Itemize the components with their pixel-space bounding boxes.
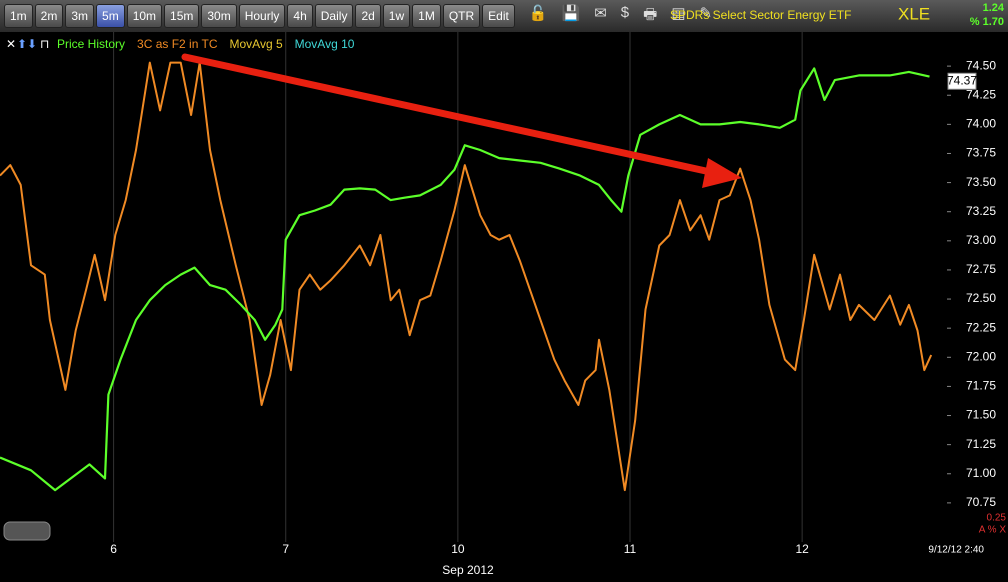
timeframe-button[interactable]: Hourly (238, 4, 286, 28)
timeframe-button[interactable]: 15m (164, 4, 200, 28)
annotation-arrowhead (702, 158, 742, 188)
legend-entry: MovAvg 10 (295, 37, 355, 51)
chart-title: SPDRs Select Sector Energy ETF (670, 8, 851, 22)
legend-icons: ✕ (6, 37, 16, 51)
legend-entry: 3C as F2 in TC (137, 37, 218, 51)
timestamp: 9/12/12 2:40 (928, 545, 984, 556)
y-tick-label: 72.50 (966, 291, 996, 305)
tool-icon[interactable]: ▤ (671, 4, 686, 22)
toolbar: 1m 2m 3m 5m 10m 15m 30m Hourly 4h Daily 2d 1w 1M QTR E… (0, 0, 1008, 32)
timeframe-button[interactable]: 1m (4, 4, 33, 28)
timeframe-button[interactable]: Edit (482, 4, 515, 28)
timeframe-button[interactable]: Daily (314, 4, 354, 28)
timeframe-button[interactable]: 3m (65, 4, 95, 28)
timeframe-button[interactable]: QTR (442, 4, 481, 28)
y-tick-label: 74.25 (966, 87, 996, 101)
series-line (0, 61, 933, 492)
timeframe-button[interactable]: 10m (126, 4, 163, 28)
tool-icon[interactable]: 🖶 (643, 5, 658, 23)
legend-icons: ⊓ (40, 37, 49, 51)
lower-icons: A % X (979, 525, 1007, 536)
x-tick-label: 12 (795, 542, 809, 556)
y-tick-label: 74.00 (966, 117, 996, 131)
symbol: XLE (898, 4, 930, 23)
x-tick-label: 7 (282, 542, 289, 556)
timeframe-button[interactable]: 2m (34, 4, 64, 28)
timeframe-button[interactable]: 1M (412, 4, 441, 28)
tool-icon[interactable]: ✉ (594, 4, 607, 22)
lower-scale: 0.25 (987, 513, 1007, 524)
tool-icon[interactable]: 🔓 (528, 4, 548, 22)
annotation-arrow (181, 53, 719, 177)
y-tick-label: 73.00 (966, 233, 996, 247)
tool-icon[interactable]: 💾 (561, 4, 581, 22)
timeframe-button[interactable]: 30m (201, 4, 237, 28)
y-tick-label: 73.75 (966, 146, 996, 160)
tool-icon[interactable]: ✎ (699, 4, 713, 22)
last-price: 74.37 (947, 73, 977, 87)
change-pct: % 1.70 (970, 16, 1004, 28)
x-axis-label: Sep 2012 (442, 563, 494, 577)
y-tick-label: 74.50 (966, 58, 996, 72)
legend-entry: Price History (57, 37, 125, 51)
series-line (0, 67, 930, 492)
y-tick-label: 73.25 (966, 204, 996, 218)
x-tick-label: 6 (110, 542, 117, 556)
y-tick-label: 71.00 (966, 466, 996, 480)
legend-icons: ⬆⬇ (17, 37, 37, 51)
tool-icon[interactable]: $ (620, 3, 630, 21)
scroll-widget[interactable] (3, 521, 51, 541)
y-tick-label: 73.50 (966, 175, 996, 189)
timeframe-button[interactable]: 5m (96, 4, 125, 28)
legend-entry: MovAvg 5 (230, 37, 283, 51)
last-price-box (947, 72, 977, 90)
y-tick-label: 70.75 (966, 495, 996, 509)
change: 1.24 (983, 2, 1005, 14)
y-tick-label: 72.25 (966, 320, 996, 334)
timeframe-button[interactable]: 2d (355, 4, 381, 28)
header-overlay: SPDRs Select Sector Energy ETF XLE 1.24 % 1… (670, 2, 1005, 28)
x-tick-label: 11 (624, 542, 637, 556)
timeframe-button[interactable]: 1w (382, 4, 411, 28)
y-tick-label: 71.50 (966, 408, 996, 422)
y-tick-label: 71.75 (966, 379, 996, 393)
y-tick-label: 72.75 (966, 262, 996, 276)
y-tick-label: 72.00 (966, 349, 996, 363)
timeframe-button[interactable]: 4h (287, 4, 313, 28)
chart: ✕ ⬆⬇ ⊓ 6 7 10 11 12 Sep 2012 70.75 71.00 71.25 71… (0, 32, 1008, 582)
toolbar-icons: 🔓 💾 ✉ $ 🖶 ▤ ✎ (529, 4, 712, 29)
x-tick-label: 10 (451, 542, 465, 556)
y-tick-label: 71.25 (966, 437, 996, 451)
